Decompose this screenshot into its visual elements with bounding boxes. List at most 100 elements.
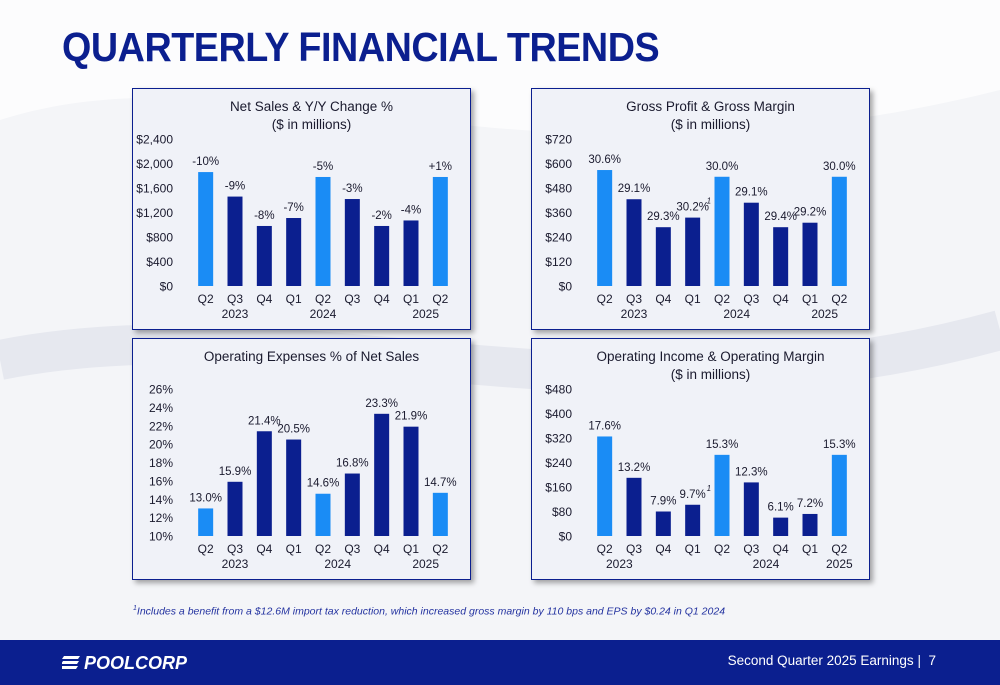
data-label: -2% xyxy=(371,210,391,222)
bar xyxy=(685,504,701,536)
y-tick-label: $480 xyxy=(545,182,572,196)
y-tick-label: $1,600 xyxy=(136,182,173,196)
data-label: 7.2% xyxy=(797,498,823,510)
x-tick-label: Q2 xyxy=(198,542,214,556)
operating-income-panel: Operating Income & Operating Margin ($ in… xyxy=(531,338,870,580)
footnote-text: Includes a benefit from a $12.6M import … xyxy=(136,605,726,618)
chart-title: Operating Income & Operating Margin xyxy=(596,349,824,364)
data-label: 29.4% xyxy=(764,211,797,223)
data-label-footnote-marker: 1 xyxy=(707,197,711,206)
chart-subtitle: ($ in millions) xyxy=(671,117,751,132)
data-label: 15.9% xyxy=(219,466,252,478)
page-number: 7 xyxy=(928,653,936,668)
y-tick-label: 26% xyxy=(149,383,173,397)
data-label: 23.3% xyxy=(365,398,398,410)
bar xyxy=(743,202,759,286)
x-tick-label: Q1 xyxy=(286,292,302,306)
bar xyxy=(655,227,671,286)
data-label-footnote-marker: 1 xyxy=(707,484,711,493)
y-tick-label: 16% xyxy=(149,474,173,488)
y-tick-label: 18% xyxy=(149,456,173,470)
bar xyxy=(403,220,419,286)
year-label: 2025 xyxy=(811,307,838,321)
y-tick-label: $0 xyxy=(559,530,573,544)
chart-title: Net Sales & Y/Y Change % xyxy=(230,99,393,114)
bar xyxy=(831,454,847,536)
x-tick-label: Q3 xyxy=(344,292,360,306)
x-tick-label: Q4 xyxy=(655,542,671,556)
bar xyxy=(227,481,243,536)
bar xyxy=(374,225,390,286)
y-tick-label: $80 xyxy=(552,505,572,519)
bar xyxy=(626,199,642,286)
data-label: 16.8% xyxy=(336,458,369,470)
bar xyxy=(714,176,730,286)
bar xyxy=(714,454,730,536)
gross-profit-panel: Gross Profit & Gross Margin ($ in million… xyxy=(531,88,870,330)
data-label: 12.3% xyxy=(735,466,768,478)
bar xyxy=(773,517,789,536)
data-label: 15.3% xyxy=(823,439,856,451)
x-tick-label: Q2 xyxy=(714,292,730,306)
x-tick-label: Q4 xyxy=(256,542,272,556)
bar xyxy=(256,225,272,286)
x-tick-label: Q1 xyxy=(802,292,818,306)
y-tick-label: $400 xyxy=(545,407,572,421)
y-tick-label: $320 xyxy=(545,432,572,446)
year-label: 2024 xyxy=(753,557,780,571)
y-tick-label: $600 xyxy=(545,157,572,171)
x-tick-label: Q3 xyxy=(626,542,642,556)
data-label: 29.1% xyxy=(618,183,651,195)
bar xyxy=(432,176,448,286)
operating-income-chart: Operating Income & Operating Margin ($ in… xyxy=(545,349,856,571)
bar xyxy=(374,413,390,536)
y-tick-label: $2,000 xyxy=(136,157,173,171)
bar xyxy=(773,227,789,286)
x-tick-label: Q3 xyxy=(344,542,360,556)
bar xyxy=(315,176,331,286)
data-label: -4% xyxy=(401,204,421,216)
bar xyxy=(344,473,360,536)
y-tick-label: 10% xyxy=(149,530,173,544)
x-tick-label: Q1 xyxy=(403,292,419,306)
data-label: -10% xyxy=(192,156,219,168)
data-label: 29.3% xyxy=(647,211,680,223)
y-tick-label: $0 xyxy=(559,280,573,294)
bar xyxy=(286,439,302,536)
x-tick-label: Q2 xyxy=(432,542,448,556)
page-title: QUARTERLY FINANCIAL TRENDS xyxy=(62,24,660,70)
x-tick-label: Q1 xyxy=(685,542,701,556)
x-tick-label: Q2 xyxy=(714,542,730,556)
year-label: 2025 xyxy=(412,557,439,571)
y-tick-label: $0 xyxy=(160,280,174,294)
x-tick-label: Q3 xyxy=(743,292,759,306)
x-tick-label: Q4 xyxy=(773,292,789,306)
y-tick-label: 24% xyxy=(149,401,173,415)
y-tick-label: $400 xyxy=(146,255,173,269)
footer-separator: | xyxy=(917,653,921,668)
chart-title: Operating Expenses % of Net Sales xyxy=(204,349,420,364)
year-label: 2023 xyxy=(606,557,633,571)
data-label: 30.6% xyxy=(588,154,621,166)
data-label: 14.7% xyxy=(424,477,457,489)
year-label: 2024 xyxy=(310,307,337,321)
year-label: 2024 xyxy=(324,557,351,571)
x-tick-label: Q4 xyxy=(655,292,671,306)
chart-subtitle: ($ in millions) xyxy=(671,367,751,382)
bar xyxy=(315,493,331,536)
bar xyxy=(743,482,759,536)
y-tick-label: $120 xyxy=(545,255,572,269)
data-label: -8% xyxy=(254,210,274,222)
data-label: 30.2% xyxy=(676,202,709,214)
x-tick-label: Q3 xyxy=(626,292,642,306)
data-label: 21.4% xyxy=(248,415,281,427)
x-tick-label: Q1 xyxy=(685,292,701,306)
bar xyxy=(597,170,613,286)
y-tick-label: $720 xyxy=(545,133,572,147)
bar xyxy=(256,431,272,536)
x-tick-label: Q2 xyxy=(831,292,847,306)
data-label: -9% xyxy=(225,181,245,193)
data-label: 9.7% xyxy=(680,489,706,501)
data-label: +1% xyxy=(429,161,452,173)
x-tick-label: Q2 xyxy=(315,542,331,556)
